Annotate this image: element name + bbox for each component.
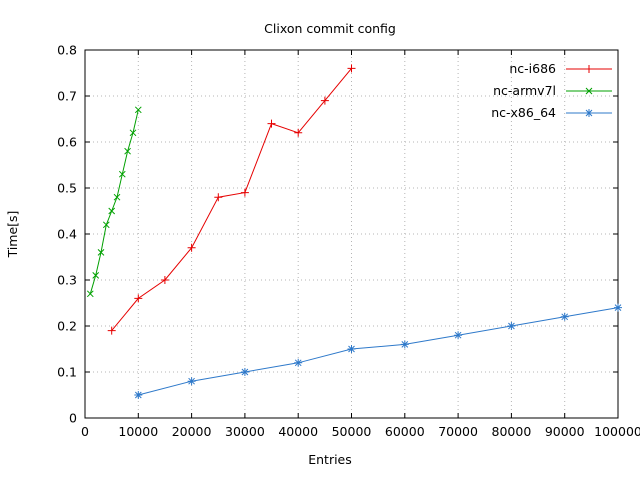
x-tick-label: 60000 bbox=[385, 424, 425, 439]
legend-label-nc-armv7l: nc-armv7l bbox=[493, 83, 556, 98]
x-tick-label: 50000 bbox=[332, 424, 372, 439]
legend-marker-sample bbox=[585, 87, 593, 95]
legend-marker-sample bbox=[585, 109, 593, 117]
x-tick-label: 0 bbox=[81, 424, 89, 439]
plot-border bbox=[84, 49, 619, 419]
x-tick-label: 80000 bbox=[492, 424, 532, 439]
x-tick-label: 20000 bbox=[172, 424, 212, 439]
y-tick-label: 0.4 bbox=[57, 227, 77, 242]
x-axis-label: Entries bbox=[308, 452, 352, 467]
y-tick-label: 0.1 bbox=[57, 365, 77, 380]
y-axis-label: Time[s] bbox=[5, 211, 20, 259]
x-tick-label: 10000 bbox=[118, 424, 158, 439]
series-line-nc-armv7l bbox=[89, 109, 139, 294]
series-markers-nc-i686 bbox=[107, 64, 356, 335]
legend-label-nc-x86_64: nc-x86_64 bbox=[491, 105, 556, 120]
x-tick-label: 70000 bbox=[438, 424, 478, 439]
series-line-nc-i686 bbox=[111, 68, 352, 331]
y-tick-label: 0.7 bbox=[57, 89, 77, 104]
y-tick-label: 0.6 bbox=[57, 135, 77, 150]
legend-label-nc-i686: nc-i686 bbox=[509, 61, 556, 76]
chart-title: Clixon commit config bbox=[264, 21, 396, 36]
y-tick-label: 0.2 bbox=[57, 319, 77, 334]
series-line-nc-x86_64 bbox=[138, 307, 619, 396]
x-tick-label: 90000 bbox=[545, 424, 585, 439]
series-markers-nc-armv7l bbox=[86, 106, 142, 298]
y-tick-label: 0 bbox=[69, 411, 77, 426]
y-tick-label: 0.8 bbox=[57, 43, 77, 58]
y-tick-label: 0.5 bbox=[57, 181, 77, 196]
x-tick-label: 40000 bbox=[278, 424, 318, 439]
x-tick-label: 100000 bbox=[594, 424, 640, 439]
series-markers-nc-x86_64 bbox=[134, 303, 622, 399]
legend-marker-sample bbox=[585, 65, 593, 73]
y-tick-label: 0.3 bbox=[57, 273, 77, 288]
x-tick-label: 30000 bbox=[225, 424, 265, 439]
